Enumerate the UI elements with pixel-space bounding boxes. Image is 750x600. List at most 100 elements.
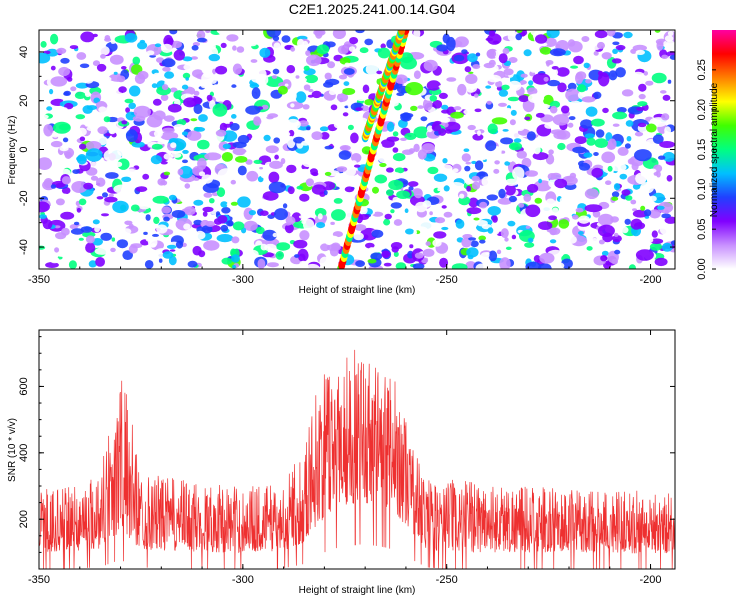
heatmap-cell [263, 134, 271, 142]
heatmap-cell [393, 219, 403, 226]
heatmap-cell [177, 168, 184, 176]
heatmap-cell [400, 137, 407, 141]
heatmap-cell [337, 179, 353, 188]
x-tick-label: -300 [232, 274, 254, 286]
heatmap-cell [50, 33, 59, 45]
heatmap-cell [538, 221, 553, 231]
heatmap-cell [299, 193, 310, 202]
heatmap-cell [167, 103, 182, 113]
heatmap-cell [393, 251, 399, 257]
y-tick-label: 40 [18, 46, 30, 58]
heatmap-cell [137, 198, 152, 210]
heatmap-cell [190, 118, 198, 122]
heatmap-cell [635, 49, 645, 56]
heatmap-cell [518, 95, 529, 103]
heatmap-cell [454, 36, 469, 48]
heatmap-cell [190, 56, 198, 60]
heatmap-cell [230, 179, 236, 185]
heatmap-cell [614, 249, 621, 255]
heatmap-cell [122, 250, 133, 260]
heatmap-cell [494, 160, 500, 165]
heatmap-cell [104, 196, 118, 203]
heatmap-cell [324, 72, 332, 80]
heatmap-cell [62, 137, 69, 143]
heatmap-cell [660, 90, 667, 94]
heatmap-cell [157, 140, 166, 145]
heatmap-cell [568, 100, 583, 113]
heatmap-cell [167, 264, 178, 269]
heatmap-cell [101, 213, 109, 217]
heatmap-cell [457, 83, 467, 96]
heatmap-cell [284, 83, 289, 87]
heatmap-cell [664, 35, 674, 42]
heatmap-cell [467, 53, 478, 63]
heatmap-cell [491, 117, 508, 125]
heatmap-cell [558, 219, 570, 229]
heatmap-cell [153, 216, 160, 224]
heatmap-cell [344, 186, 355, 193]
heatmap-cell [591, 118, 605, 127]
heatmap-cell [161, 43, 173, 54]
heatmap-cell [338, 150, 352, 160]
heatmap-cell [381, 250, 391, 259]
heatmap-cell [546, 61, 550, 67]
heatmap-cell [476, 30, 484, 38]
heatmap-cell [67, 76, 73, 82]
heatmap-cell [280, 158, 286, 165]
heatmap-cell [320, 243, 330, 252]
heatmap-cell [133, 105, 151, 119]
heatmap-cell [485, 85, 492, 89]
x-tick-label: -350 [28, 274, 50, 286]
heatmap-cell [597, 41, 605, 50]
heatmap-cell [241, 185, 252, 196]
heatmap-cell [410, 105, 418, 111]
heatmap-cell [379, 216, 385, 222]
heatmap-cell [286, 164, 297, 174]
heatmap-cell [232, 147, 247, 156]
heatmap-cell [90, 72, 99, 80]
heatmap-cell [216, 234, 234, 243]
heatmap-cell [301, 155, 315, 168]
heatmap-cell [429, 95, 438, 102]
heatmap-cell [487, 33, 502, 45]
heatmap-cell [271, 75, 278, 79]
heatmap-cell [196, 30, 206, 40]
heatmap-cell [231, 236, 240, 244]
heatmap-cell [296, 185, 304, 190]
heatmap-cell [359, 47, 369, 54]
heatmap-cell [606, 30, 616, 37]
heatmap-cell [531, 193, 541, 198]
heatmap-cell [513, 50, 520, 58]
heatmap-cell [384, 213, 392, 220]
heatmap-cell [236, 102, 248, 110]
heatmap-cell [549, 227, 557, 236]
heatmap-cell [539, 103, 550, 110]
heatmap-cell [137, 70, 149, 80]
heatmap-cell [465, 179, 471, 185]
heatmap-cell [634, 131, 644, 137]
heatmap-cell [115, 161, 123, 167]
heatmap-cell [401, 112, 411, 121]
heatmap-cell [215, 65, 228, 75]
heatmap-cell [124, 98, 134, 104]
heatmap-cell [292, 263, 296, 267]
heatmap-cell [466, 207, 482, 215]
heatmap-cell [602, 107, 609, 114]
heatmap-cell [466, 247, 479, 258]
heatmap-cell [187, 260, 198, 268]
heatmap-cell [433, 173, 448, 182]
heatmap-cell [608, 70, 618, 81]
heatmap-cell [617, 146, 629, 156]
heatmap-cell [332, 30, 346, 39]
heatmap-cell [657, 201, 674, 214]
heatmap-cell [619, 173, 628, 180]
heatmap-cell [483, 62, 495, 69]
heatmap-cell [332, 231, 343, 238]
heatmap-cell [511, 234, 517, 240]
heatmap-cell [204, 152, 222, 161]
heatmap-cell [461, 49, 468, 54]
heatmap-cell [392, 196, 400, 203]
heatmap-cell [492, 215, 498, 223]
heatmap-cell [550, 129, 565, 135]
heatmap-cell [648, 195, 657, 202]
